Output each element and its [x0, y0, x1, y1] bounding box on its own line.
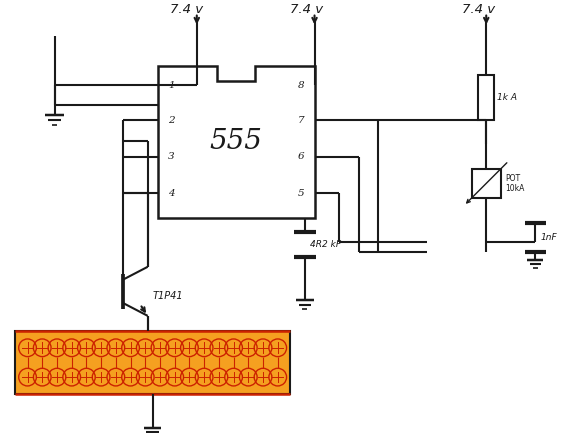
- Text: 4R2 kF: 4R2 kF: [310, 240, 340, 249]
- Text: T1P41: T1P41: [153, 291, 183, 301]
- Bar: [15, 331, 290, 395]
- Text: 2: 2: [168, 116, 175, 125]
- Text: 7.4 v: 7.4 v: [290, 3, 323, 16]
- Text: 1nF: 1nF: [540, 233, 557, 242]
- Text: 7.4 v: 7.4 v: [171, 3, 204, 16]
- Bar: [472, 169, 501, 198]
- Text: 7.4 v: 7.4 v: [462, 3, 495, 16]
- Text: 8: 8: [298, 81, 304, 90]
- Text: 6: 6: [298, 152, 304, 161]
- Text: 1k A: 1k A: [497, 92, 517, 102]
- Text: 3: 3: [168, 152, 175, 161]
- Bar: [478, 76, 494, 120]
- Text: 5: 5: [298, 189, 304, 198]
- Text: 1: 1: [168, 81, 175, 90]
- Text: 4: 4: [168, 189, 175, 198]
- Text: 7: 7: [298, 116, 304, 125]
- Text: 555: 555: [209, 128, 263, 155]
- Text: POT
10kA: POT 10kA: [505, 174, 524, 193]
